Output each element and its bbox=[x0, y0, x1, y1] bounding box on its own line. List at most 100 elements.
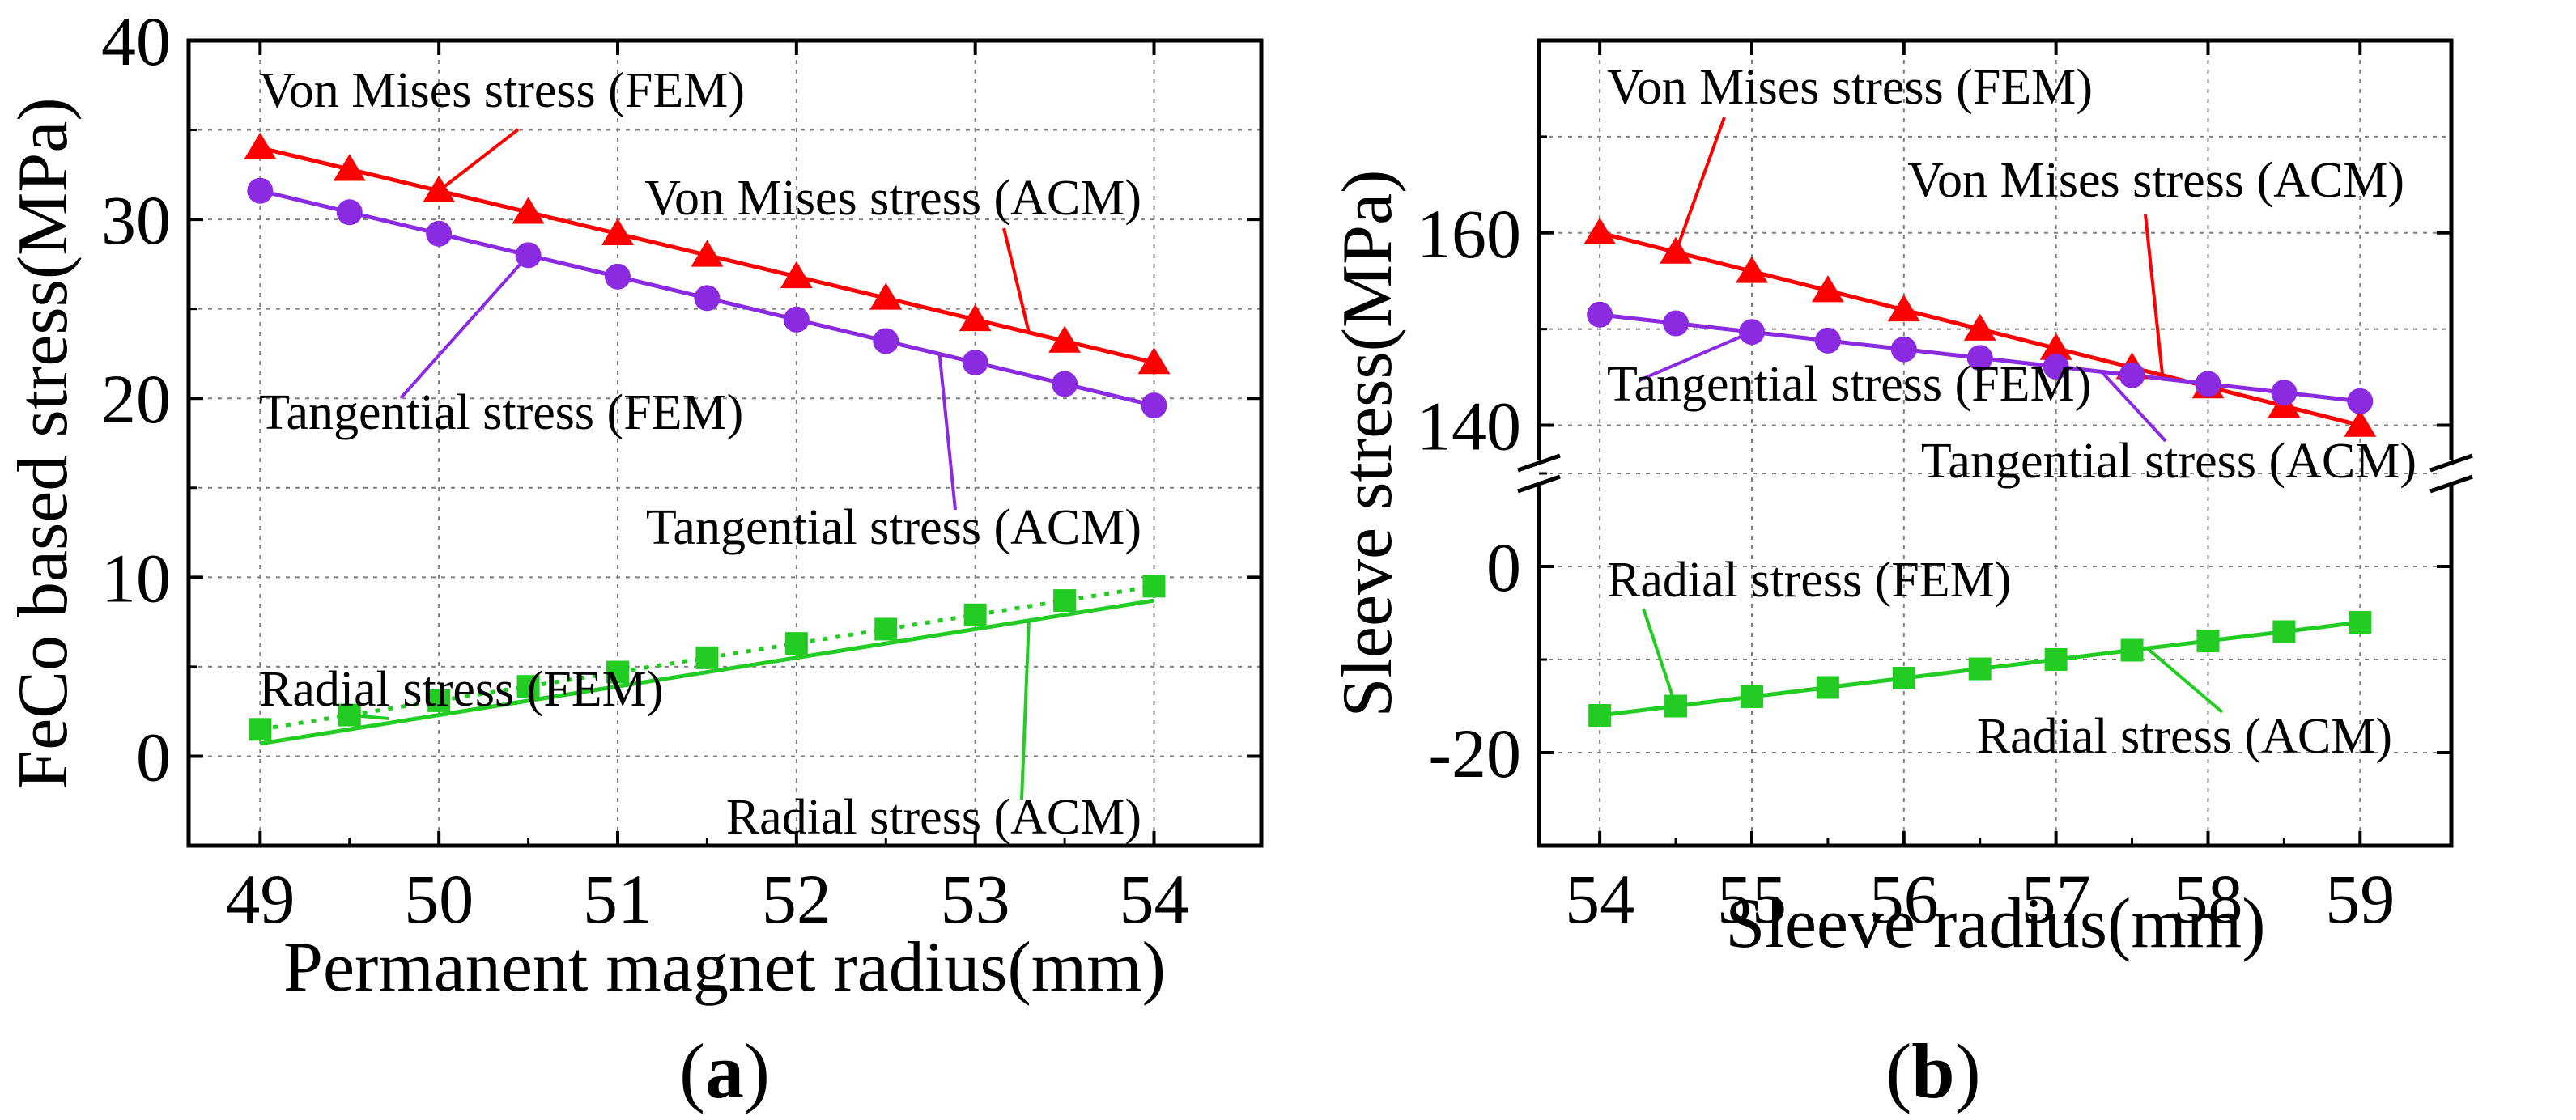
a-y-tick-label: 30 bbox=[101, 181, 171, 259]
chart-a-plot-frame bbox=[186, 38, 1264, 848]
a-point-radial-stress-fem bbox=[874, 617, 898, 641]
a-point-tangential-stress-fem bbox=[247, 177, 274, 204]
a-annotation-label: Von Mises stress (FEM) bbox=[259, 63, 745, 118]
b-annotation-leader bbox=[1674, 117, 1726, 253]
chart-b-annotations: Von Mises stress (FEM) Von Mises stress (… bbox=[1607, 60, 2417, 764]
a-annotation-label: Tangential stress (ACM) bbox=[646, 500, 1141, 555]
a-point-radial-stress-fem bbox=[1053, 589, 1077, 613]
a-point-von-mises-stress-fem bbox=[691, 240, 724, 267]
a-x-tick-label: 50 bbox=[404, 860, 474, 938]
a-point-von-mises-stress-fem bbox=[869, 282, 903, 310]
b-point-tangential-stress-fem bbox=[2195, 371, 2221, 397]
a-point-tangential-stress-fem bbox=[783, 306, 810, 333]
a-annotation-leader bbox=[937, 354, 957, 511]
a-point-von-mises-stress-fem bbox=[780, 261, 813, 289]
caption-b-open: ( bbox=[1885, 1028, 1911, 1114]
a-x-tick-label: 49 bbox=[225, 860, 295, 938]
b-point-radial-stress-fem bbox=[2120, 638, 2144, 662]
b-point-radial-stress-fem bbox=[1588, 704, 1612, 727]
chart-a-x-axis-title: Permanent magnet radius(mm) bbox=[283, 928, 1166, 1007]
a-y-tick-label: 40 bbox=[101, 2, 171, 80]
b-y-tick-label: 160 bbox=[1417, 195, 1521, 273]
caption-b-letter: b bbox=[1911, 1028, 1954, 1114]
a-annotation-label: Tangential stress (FEM) bbox=[259, 385, 743, 440]
a-point-von-mises-stress-fem bbox=[601, 218, 634, 246]
a-point-tangential-stress-fem bbox=[336, 199, 363, 226]
caption-a-close: ) bbox=[744, 1028, 770, 1114]
a-y-tick-label: 0 bbox=[136, 718, 171, 795]
b-annotation-label: Von Mises stress (ACM) bbox=[1907, 153, 2404, 208]
b-point-von-mises-stress-fem bbox=[2039, 333, 2072, 360]
chart-b-plot-frame bbox=[1537, 38, 2454, 848]
a-point-tangential-stress-fem bbox=[426, 220, 453, 247]
chart-b-y-axis-title: Sleeve stress(MPa) bbox=[1328, 170, 1407, 718]
b-annotation-label: Tangential stress (FEM) bbox=[1607, 357, 2091, 412]
a-y-tick-label: 10 bbox=[101, 539, 171, 617]
b-annotation-leader bbox=[1642, 608, 1677, 707]
b-point-tangential-stress-fem bbox=[1966, 345, 1993, 371]
b-annotation-leader bbox=[2146, 647, 2224, 714]
b-annotation-label: Radial stress (ACM) bbox=[1977, 709, 2392, 764]
a-point-radial-stress-fem bbox=[1142, 575, 1166, 598]
chart-a-annotations: Von Mises stress (FEM) Von Mises stress (… bbox=[259, 63, 1141, 845]
a-point-von-mises-stress-fem bbox=[333, 154, 366, 181]
b-annotation-label: Radial stress (FEM) bbox=[1607, 553, 2011, 608]
a-dotted-line-radial-stress-fem bbox=[259, 583, 1154, 732]
chart-b-axis-break bbox=[1517, 453, 2473, 494]
b-point-von-mises-stress-fem bbox=[2344, 409, 2377, 437]
b-y-tick-label: -20 bbox=[1428, 715, 1521, 792]
b-point-tangential-stress-fem bbox=[2119, 362, 2145, 388]
b-point-tangential-stress-fem bbox=[1814, 327, 1841, 354]
b-point-radial-stress-fem bbox=[1816, 676, 1839, 699]
a-annotation-leader bbox=[349, 713, 389, 720]
a-point-von-mises-stress-fem bbox=[1048, 325, 1082, 353]
b-annotation-leader bbox=[2100, 371, 2167, 443]
a-point-tangential-stress-fem bbox=[694, 285, 721, 312]
b-break-slash bbox=[1517, 474, 1561, 494]
b-point-von-mises-stress-fem bbox=[1887, 294, 1920, 322]
chart-b: 54 55 56 57 58 59 140 160 -20 0 Von Mises stress … bbox=[1328, 38, 2473, 1114]
a-point-von-mises-stress-fem bbox=[959, 303, 992, 332]
a-point-radial-stress-fem bbox=[963, 603, 987, 626]
chart-a-y-axis-title: FeCo based stress(MPa) bbox=[4, 97, 83, 789]
b-point-radial-stress-fem bbox=[2196, 630, 2220, 652]
a-annotation-leader bbox=[437, 128, 520, 193]
b-y-tick-label: 140 bbox=[1417, 388, 1521, 465]
b-point-von-mises-stress-fem bbox=[1583, 217, 1617, 245]
b-point-tangential-stress-fem bbox=[2043, 354, 2069, 380]
a-annotation-label: Radial stress (ACM) bbox=[726, 790, 1141, 845]
a-x-tick-label: 53 bbox=[941, 860, 1010, 938]
b-x-tick-label: 59 bbox=[2325, 860, 2395, 938]
b-x-tick-label: 57 bbox=[2021, 860, 2091, 938]
a-point-radial-stress-fem bbox=[516, 675, 540, 698]
a-point-tangential-stress-fem bbox=[962, 350, 988, 375]
a-x-tick-label: 52 bbox=[762, 860, 831, 938]
caption-a-letter: a bbox=[705, 1028, 744, 1114]
a-point-tangential-stress-fem bbox=[873, 328, 899, 354]
chart-b-ticks: 54 55 56 57 58 59 140 160 -20 0 bbox=[1417, 40, 2451, 938]
a-annotation-label: Radial stress (FEM) bbox=[259, 662, 663, 717]
a-y-tick-label: 20 bbox=[101, 360, 171, 438]
a-point-tangential-stress-fem bbox=[1052, 371, 1078, 397]
b-point-radial-stress-fem bbox=[1968, 657, 1992, 681]
b-point-tangential-stress-fem bbox=[2347, 388, 2374, 414]
b-annotation-leader bbox=[2144, 214, 2165, 375]
b-break-slash bbox=[2429, 453, 2473, 473]
a-point-tangential-stress-fem bbox=[1141, 392, 1167, 419]
a-annotation-leader bbox=[1020, 620, 1031, 800]
b-point-tangential-stress-fem bbox=[1890, 336, 1917, 363]
b-point-radial-stress-fem bbox=[2044, 648, 2068, 671]
chart-a-markers bbox=[244, 132, 1171, 741]
caption-b: (b) bbox=[1885, 1028, 1980, 1114]
a-x-tick-label: 54 bbox=[1120, 860, 1189, 938]
b-annotation-label: Tangential stress (ACM) bbox=[1921, 434, 2417, 489]
a-annotation-leader bbox=[1002, 227, 1031, 333]
caption-a-open: ( bbox=[679, 1028, 705, 1114]
chart-b-x-axis-title: Sleeve radius(mm) bbox=[1725, 885, 2265, 963]
b-point-von-mises-stress-fem bbox=[1963, 313, 1996, 341]
b-point-von-mises-stress-fem bbox=[1811, 275, 1844, 303]
caption-a: (a) bbox=[679, 1028, 770, 1114]
a-point-radial-stress-fem bbox=[249, 718, 272, 741]
b-point-tangential-stress-fem bbox=[1663, 310, 1690, 337]
